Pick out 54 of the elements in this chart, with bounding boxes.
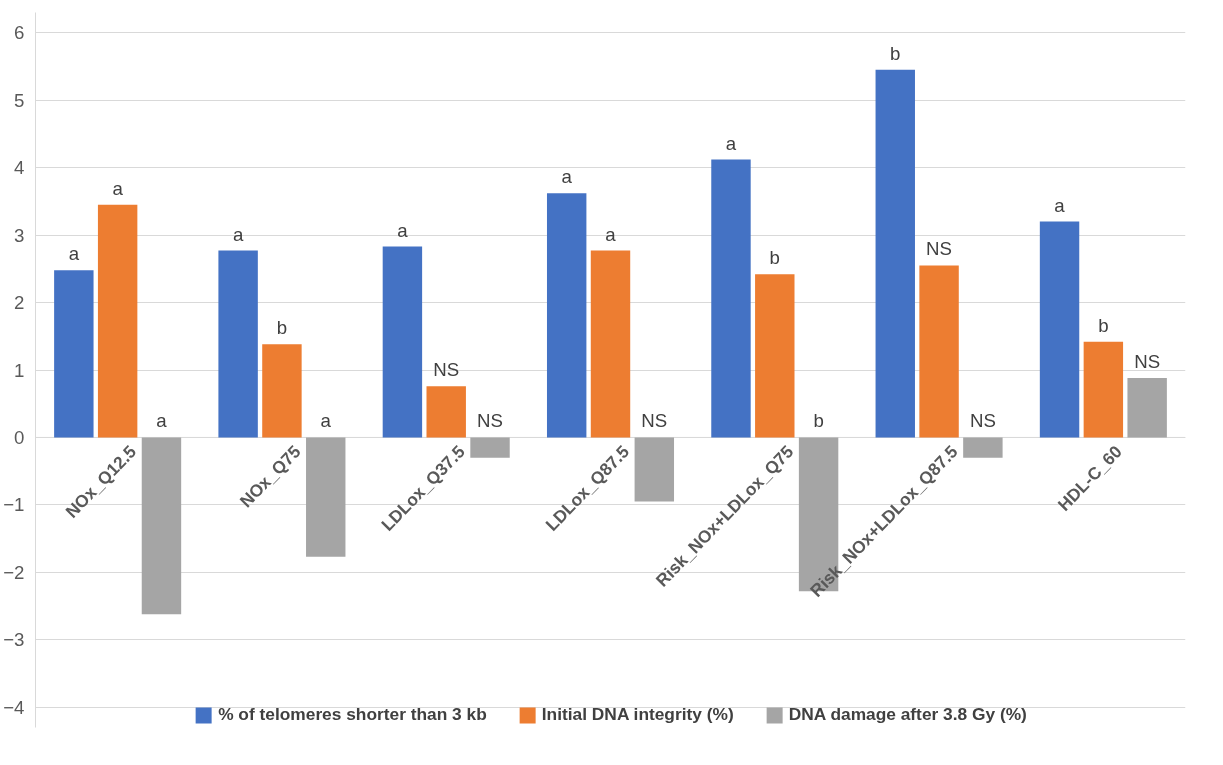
y-tick-label: −4 bbox=[3, 696, 25, 718]
y-tick-label: 2 bbox=[14, 292, 25, 314]
data-label: a bbox=[68, 243, 80, 265]
data-label: NS bbox=[969, 410, 996, 432]
bar bbox=[262, 344, 302, 438]
y-tick-label: 5 bbox=[14, 89, 25, 111]
bar bbox=[919, 265, 959, 438]
data-label: a bbox=[725, 132, 737, 154]
data-label: a bbox=[397, 219, 409, 241]
data-label: b bbox=[769, 247, 780, 269]
bar bbox=[426, 386, 466, 438]
data-label: b bbox=[813, 410, 824, 432]
y-tick-label: 6 bbox=[14, 22, 25, 44]
data-label: a bbox=[156, 410, 168, 432]
data-label: NS bbox=[926, 238, 953, 260]
y-tick-label: 0 bbox=[14, 426, 25, 448]
bar bbox=[306, 437, 346, 557]
bar bbox=[590, 250, 631, 438]
data-label: a bbox=[232, 223, 244, 245]
data-label: b bbox=[1098, 314, 1109, 336]
data-label: b bbox=[276, 317, 288, 339]
bar bbox=[711, 159, 751, 438]
y-tick-label: −1 bbox=[3, 494, 25, 516]
y-tick-label: −3 bbox=[3, 629, 25, 651]
data-label: a bbox=[112, 177, 124, 199]
legend-label: Initial DNA integrity (%) bbox=[541, 704, 734, 725]
y-tick-label: 3 bbox=[14, 224, 25, 246]
bar bbox=[1039, 221, 1080, 438]
bar bbox=[546, 193, 587, 438]
bar bbox=[1127, 378, 1167, 438]
bar bbox=[1083, 341, 1124, 438]
legend-label: % of telomeres shorter than 3 kb bbox=[218, 704, 487, 725]
data-label: b bbox=[890, 42, 901, 64]
bar bbox=[382, 246, 423, 438]
y-tick-label: 4 bbox=[14, 157, 25, 179]
data-label: a bbox=[605, 223, 617, 245]
data-label: NS bbox=[477, 410, 503, 432]
bar bbox=[755, 274, 795, 438]
bar bbox=[963, 437, 1003, 458]
legend-label: DNA damage after 3.8 Gy (%) bbox=[788, 704, 1027, 725]
bar bbox=[54, 270, 94, 438]
y-tick-label: −2 bbox=[3, 561, 25, 583]
data-label: NS bbox=[433, 359, 460, 381]
data-label: a bbox=[320, 410, 332, 432]
data-label: NS bbox=[1134, 351, 1161, 373]
data-label: NS bbox=[641, 410, 668, 432]
data-label: a bbox=[1054, 194, 1066, 216]
bar bbox=[141, 437, 182, 615]
bar bbox=[875, 69, 915, 438]
bar bbox=[218, 250, 258, 438]
y-tick-label: 1 bbox=[14, 359, 25, 381]
data-label: a bbox=[561, 166, 573, 188]
bar bbox=[470, 437, 510, 458]
bar bbox=[97, 204, 138, 438]
